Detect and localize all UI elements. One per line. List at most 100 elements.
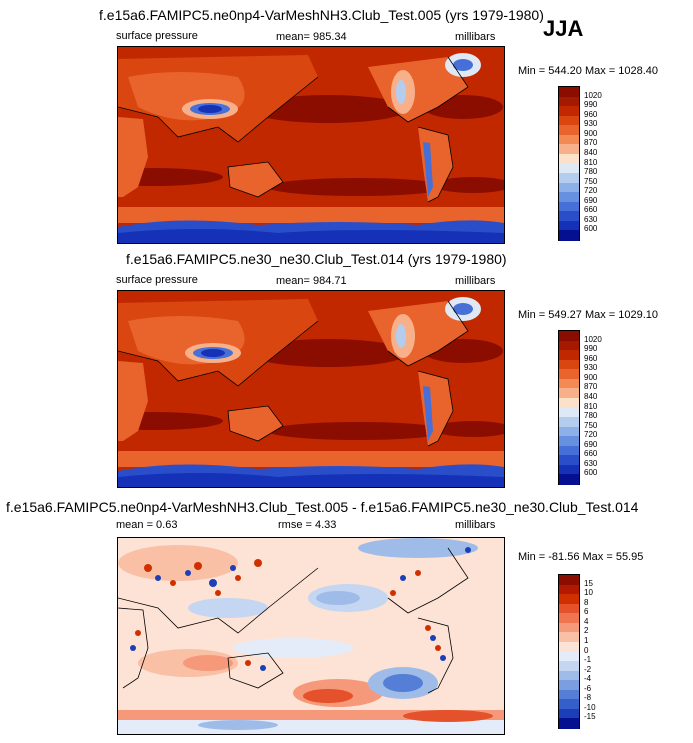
colorbar-swatch (559, 708, 579, 719)
colorbar-swatch (559, 613, 579, 624)
colorbar-swatch (559, 230, 579, 241)
colorbar-swatch (559, 455, 579, 466)
colorbar-swatch (559, 388, 579, 399)
colorbar-tick-label: -4 (584, 674, 592, 684)
panel-3-title: f.e15a6.FAMIPC5.ne0np4-VarMeshNH3.Club_T… (6, 499, 639, 515)
colorbar-swatch (559, 173, 579, 184)
colorbar-tick-label: 750 (584, 420, 598, 430)
colorbar-swatch (559, 575, 579, 586)
colorbar-swatch (559, 331, 579, 342)
colorbar-swatch (559, 397, 579, 408)
colorbar-tick-label: 600 (584, 224, 598, 234)
colorbar-swatch (559, 163, 579, 174)
colorbar-swatch (559, 134, 579, 145)
colorbar-tick-label: 810 (584, 401, 598, 411)
colorbar-tick-label: 840 (584, 147, 598, 157)
panel-1-minmax-label: Min = 544.20 Max = 1028.40 (518, 65, 659, 77)
colorbar-tick-label: 990 (584, 344, 598, 354)
colorbar-swatch (559, 622, 579, 633)
panel-1-map (117, 46, 505, 244)
colorbar-tick-label: -15 (584, 712, 596, 722)
colorbar-swatch (559, 641, 579, 652)
colorbar-tick-label: 1 (584, 635, 589, 645)
panel-2-variable-label: surface pressure (116, 274, 198, 286)
colorbar-tick-label: 780 (584, 411, 598, 421)
season-label: JJA (543, 16, 584, 41)
colorbar-swatch (559, 211, 579, 222)
colorbar-tick-label: 690 (584, 195, 598, 205)
panel-1-mean-label: mean= 985.34 (276, 31, 347, 43)
panel-2-colorbar-labels: 1020 990 960 930 900 870 840 810 780 750 720 690 660… (584, 330, 614, 483)
panel-1-units-label: millibars (455, 31, 496, 43)
colorbar-tick-label: 990 (584, 100, 598, 110)
colorbar-swatch (559, 96, 579, 107)
panel-2-title: f.e15a6.FAMIPC5.ne30_ne30.Club_Test.014 … (126, 251, 507, 267)
colorbar-tick-label: 810 (584, 157, 598, 167)
colorbar-swatch (559, 182, 579, 193)
colorbar-swatch (559, 144, 579, 155)
colorbar-tick-label: 630 (584, 214, 598, 224)
colorbar-tick-label: 1020 (584, 90, 602, 100)
colorbar-tick-label: 6 (584, 607, 589, 617)
colorbar-swatch (559, 369, 579, 380)
panel-2-colorbar (558, 330, 580, 485)
panel-3-units-label: millibars (455, 519, 496, 531)
colorbar-tick-label: 660 (584, 205, 598, 215)
colorbar-tick-label: 720 (584, 430, 598, 440)
panel-2-map (117, 290, 505, 488)
colorbar-tick-label: 690 (584, 439, 598, 449)
colorbar-tick-label: 720 (584, 186, 598, 196)
colorbar-tick-label: 930 (584, 363, 598, 373)
colorbar-tick-label: -6 (584, 683, 592, 693)
colorbar-swatch (559, 680, 579, 691)
colorbar-tick-label: -1 (584, 655, 592, 665)
colorbar-tick-label: 840 (584, 391, 598, 401)
colorbar-swatch (559, 436, 579, 447)
colorbar-swatch (559, 359, 579, 370)
colorbar-swatch (559, 106, 579, 117)
colorbar-tick-label: 630 (584, 458, 598, 468)
colorbar-tick-label: 1020 (584, 334, 602, 344)
panel-3-colorbar-labels: 15 10 8 6 4 2 1 0 -1 -2 -4 -6 -8 -10 -15 (584, 574, 614, 727)
colorbar-tick-label: 960 (584, 109, 598, 119)
colorbar-swatch (559, 651, 579, 662)
colorbar-tick-label: 870 (584, 382, 598, 392)
colorbar-swatch (559, 350, 579, 361)
colorbar-swatch (559, 378, 579, 389)
panel-3-minmax-label: Min = -81.56 Max = 55.95 (518, 551, 644, 563)
colorbar-swatch (559, 603, 579, 614)
colorbar-swatch (559, 464, 579, 475)
colorbar-tick-label: 10 (584, 588, 593, 598)
colorbar-swatch (559, 445, 579, 456)
colorbar-tick-label: 960 (584, 353, 598, 363)
colorbar-swatch (559, 192, 579, 203)
colorbar-tick-label: 15 (584, 578, 593, 588)
colorbar-tick-label: 600 (584, 468, 598, 478)
colorbar-swatch (559, 632, 579, 643)
colorbar-swatch (559, 125, 579, 136)
colorbar-swatch (559, 87, 579, 98)
panel-1-variable-label: surface pressure (116, 30, 198, 42)
colorbar-swatch (559, 699, 579, 710)
colorbar-swatch (559, 594, 579, 605)
colorbar-swatch (559, 153, 579, 164)
panel-2-minmax-label: Min = 549.27 Max = 1029.10 (518, 309, 659, 321)
colorbar-swatch (559, 220, 579, 231)
colorbar-swatch (559, 661, 579, 672)
colorbar-tick-label: 930 (584, 119, 598, 129)
colorbar-tick-label: 780 (584, 167, 598, 177)
panel-3-colorbar (558, 574, 580, 729)
colorbar-swatch (559, 718, 579, 729)
colorbar-swatch (559, 474, 579, 485)
panel-1-colorbar (558, 86, 580, 241)
colorbar-tick-label: 900 (584, 128, 598, 138)
panel-3-mean-label: mean = 0.63 (116, 519, 178, 531)
panel-1-colorbar-labels: 1020 990 960 930 900 870 840 810 780 750 720 690 660… (584, 86, 614, 239)
colorbar-tick-label: 870 (584, 138, 598, 148)
colorbar-tick-label: 4 (584, 616, 589, 626)
colorbar-tick-label: 8 (584, 597, 589, 607)
colorbar-tick-label: 0 (584, 645, 589, 655)
panel-3-map (117, 537, 505, 735)
colorbar-swatch (559, 670, 579, 681)
panel-2-units-label: millibars (455, 275, 496, 287)
